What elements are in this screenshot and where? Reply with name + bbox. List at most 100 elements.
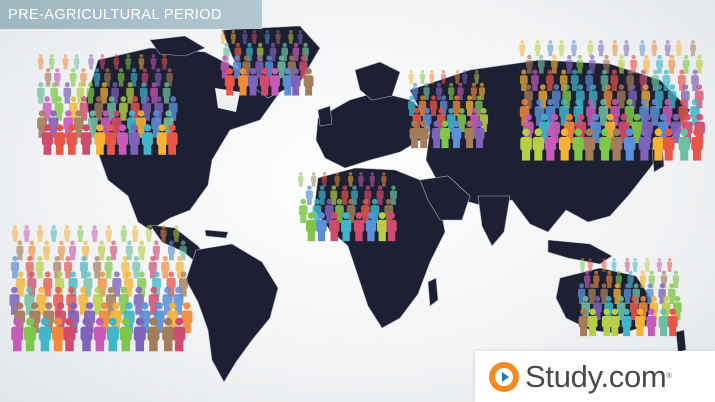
population-crowds: [9, 30, 705, 352]
person-figure-icon: [150, 54, 157, 70]
person-figure-icon: [11, 317, 24, 352]
person-figure-icon: [54, 124, 66, 155]
person-figure-icon: [64, 255, 73, 279]
person-figure-icon: [160, 225, 167, 242]
person-figure-icon: [559, 98, 569, 126]
person-figure-icon: [50, 225, 57, 242]
person-figure-icon: [376, 185, 384, 205]
person-figure-icon: [627, 270, 634, 288]
person-figure-icon: [311, 172, 317, 187]
person-figure-icon: [551, 54, 558, 74]
person-figure-icon: [86, 82, 95, 104]
person-figure-icon: [97, 271, 107, 297]
person-figure-icon: [230, 30, 236, 44]
person-figure-icon: [42, 96, 52, 121]
person-figure-icon: [111, 82, 119, 104]
person-figure-icon: [173, 286, 184, 315]
person-figure-icon: [587, 258, 593, 272]
person-figure-icon: [365, 212, 377, 242]
person-figure-icon: [623, 283, 632, 304]
person-figure-icon: [386, 212, 397, 242]
person-figure-icon: [588, 283, 596, 304]
person-figure-icon: [551, 84, 561, 109]
person-figure-icon: [667, 84, 677, 109]
person-figure-icon: [668, 54, 676, 74]
person-figure-icon: [667, 258, 673, 272]
person-figure-icon: [148, 255, 157, 279]
person-figure-icon: [299, 55, 308, 79]
person-figure-icon: [166, 271, 176, 297]
person-figure-icon: [369, 172, 375, 187]
person-figure-icon: [612, 40, 618, 57]
person-figure-icon: [441, 70, 446, 84]
person-figure-icon: [246, 42, 253, 62]
person-figure-icon: [162, 82, 171, 104]
greenland-crowd: [220, 30, 314, 96]
person-figure-icon: [24, 286, 35, 315]
person-figure-icon: [695, 54, 703, 74]
person-figure-icon: [593, 270, 600, 288]
person-figure-icon: [646, 308, 657, 337]
person-figure-icon: [11, 225, 19, 242]
person-figure-icon: [93, 317, 106, 352]
person-figure-icon: [259, 67, 270, 96]
person-figure-icon: [448, 82, 455, 100]
person-figure-icon: [429, 70, 435, 84]
person-figure-icon: [537, 54, 545, 74]
person-figure-icon: [465, 95, 474, 116]
person-figure-icon: [161, 54, 168, 70]
person-figure-icon: [270, 67, 280, 96]
person-figure-icon: [79, 96, 89, 121]
person-figure-icon: [93, 68, 101, 87]
person-figure-icon: [642, 54, 650, 74]
person-figure-icon: [297, 30, 303, 44]
person-figure-icon: [407, 95, 416, 116]
person-figure-icon: [128, 124, 140, 155]
person-figure-icon: [578, 308, 589, 337]
person-figure-icon: [275, 30, 281, 44]
person-figure-icon: [600, 283, 608, 304]
person-figure-icon: [599, 128, 611, 161]
person-figure-icon: [63, 225, 71, 242]
uk-ireland-landmass: [317, 105, 333, 127]
person-figure-icon: [526, 54, 533, 74]
person-figure-icon: [98, 240, 106, 261]
south-america-landmass: [185, 243, 279, 383]
person-figure-icon: [559, 69, 568, 91]
person-figure-icon: [584, 270, 591, 288]
person-figure-icon: [419, 70, 425, 84]
person-figure-icon: [610, 98, 620, 126]
person-figure-icon: [133, 286, 144, 315]
person-figure-icon: [54, 96, 64, 121]
person-figure-icon: [255, 55, 264, 79]
person-figure-icon: [124, 271, 134, 297]
person-figure-icon: [650, 98, 660, 126]
person-figure-icon: [667, 308, 678, 337]
person-figure-icon: [431, 120, 442, 149]
person-figure-icon: [112, 271, 122, 297]
person-figure-icon: [141, 124, 153, 155]
slide-title-bar: PRE-AGRICULTURAL PERIOD: [0, 0, 262, 29]
person-figure-icon: [616, 84, 626, 109]
person-figure-icon: [94, 124, 106, 155]
north-america-crowd: [36, 54, 178, 155]
person-figure-icon: [179, 240, 187, 261]
person-figure-icon: [161, 255, 170, 279]
person-figure-icon: [321, 172, 328, 187]
person-figure-icon: [531, 69, 539, 91]
person-figure-icon: [43, 271, 53, 297]
person-figure-icon: [435, 82, 443, 100]
person-figure-icon: [651, 40, 658, 57]
person-figure-icon: [565, 54, 573, 74]
person-figure-icon: [43, 240, 51, 261]
person-figure-icon: [288, 30, 294, 44]
person-figure-icon: [66, 124, 78, 155]
person-figure-icon: [290, 67, 301, 96]
person-figure-icon: [646, 283, 654, 304]
person-figure-icon: [167, 240, 175, 261]
logo-trademark: ®: [666, 373, 672, 380]
person-figure-icon: [662, 69, 671, 91]
person-figure-icon: [303, 67, 314, 96]
person-figure-icon: [68, 96, 78, 121]
